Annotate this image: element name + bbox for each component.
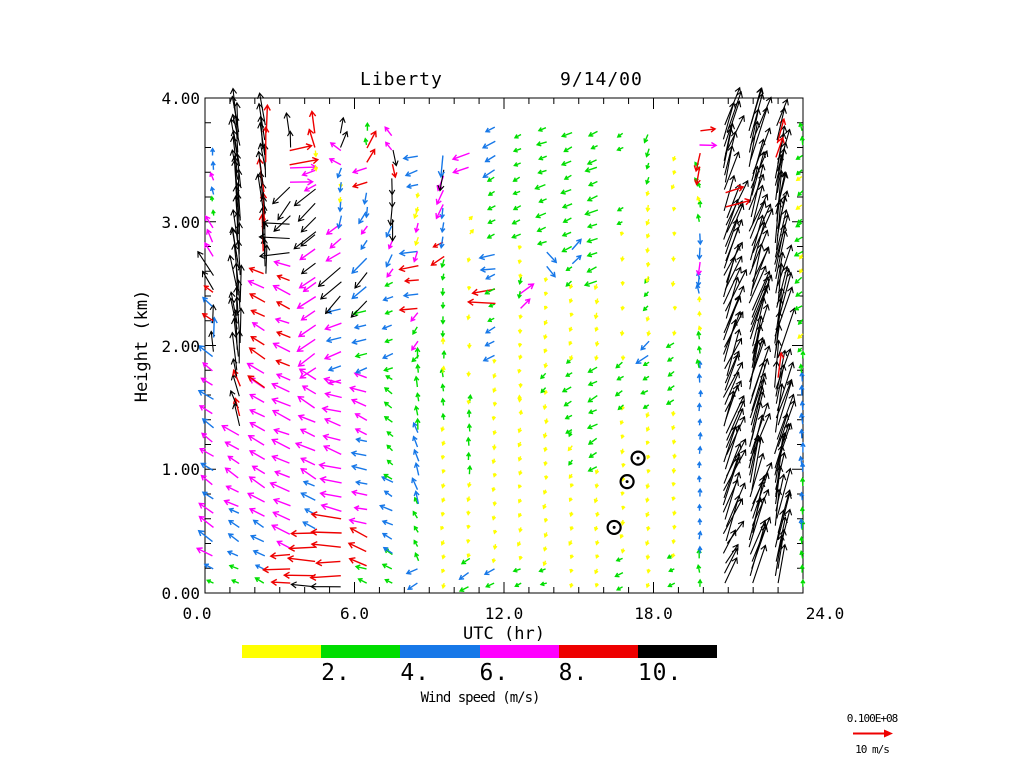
y-tick-label: 1.00 <box>161 460 200 480</box>
colorbar-segment-green <box>321 645 401 658</box>
x-tick-label: 6.0 <box>340 604 369 623</box>
y-tick-label: 0.00 <box>161 584 200 603</box>
plot-title: Liberty <box>360 69 443 90</box>
circle-dot-marker <box>606 519 622 536</box>
plot-date: 9/14/00 <box>560 69 643 90</box>
colorbar-number: 4. <box>400 660 431 686</box>
reference-arrow-scale-label: 0.100E+08 <box>846 712 899 725</box>
x-axis-label: UTC (hr) <box>463 624 545 644</box>
reference-arrow <box>853 729 893 738</box>
reference-arrow-speed-label: 10 m/s <box>855 743 890 756</box>
colorbar-number: 2. <box>321 660 351 686</box>
x-tick-label: 0.0 <box>182 604 212 623</box>
plot-frame-and-ticks <box>204 97 804 594</box>
y-tick-label: 2.00 <box>161 336 200 356</box>
colorbar-number: 8. <box>558 660 589 686</box>
x-tick-label: 12.0 <box>484 604 524 623</box>
circle-dot-marker <box>619 474 635 490</box>
colorbar-segment-black <box>637 645 718 658</box>
colorbar-segment-yellow <box>242 645 322 658</box>
circle-dot-marker <box>630 450 646 466</box>
colorbar-segment-blue <box>400 645 480 658</box>
colorbar-title: Wind speed (m/s) <box>420 690 541 706</box>
colorbar <box>242 645 718 658</box>
colorbar-number: 6. <box>479 660 510 686</box>
x-tick-label: 18.0 <box>634 604 673 623</box>
x-tick-label: 24.0 <box>805 604 845 623</box>
colorbar-segment-red <box>558 645 638 658</box>
y-axis-label: Height (km) <box>132 289 152 403</box>
colorbar-number: 10. <box>637 660 683 686</box>
colorbar-segment-magenta <box>479 645 559 658</box>
wind-vector-field <box>195 86 806 592</box>
y-tick-label: 4.00 <box>161 89 200 108</box>
y-tick-label: 3.00 <box>161 212 200 232</box>
